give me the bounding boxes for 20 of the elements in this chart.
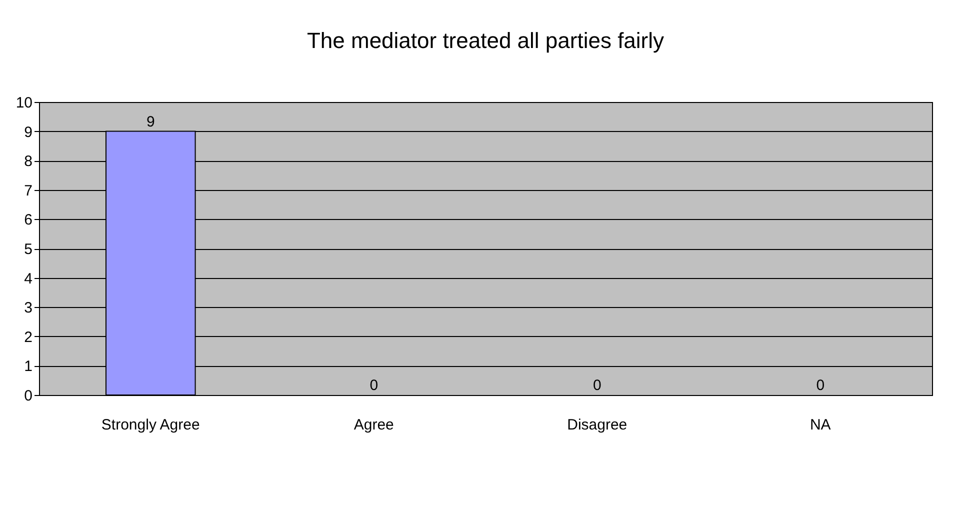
y-tick-label: 6 — [24, 212, 32, 229]
x-tick-label: Agree — [354, 416, 394, 434]
x-tick-label: Disagree — [567, 416, 628, 434]
data-label: 0 — [370, 377, 378, 394]
chart-title: The mediator treated all parties fairly — [306, 28, 664, 53]
x-tick-label: Strongly Agree — [101, 416, 200, 434]
y-tick-label: 10 — [16, 94, 32, 112]
y-tick-label: 5 — [24, 241, 32, 258]
data-label: 9 — [146, 113, 155, 130]
y-tick-label: 3 — [24, 300, 32, 317]
x-tick-label: NA — [810, 416, 831, 434]
y-tick-label: 2 — [24, 328, 32, 346]
y-tick-label: 4 — [24, 270, 32, 288]
data-label: 0 — [592, 377, 602, 394]
y-tick-label: 8 — [24, 153, 32, 170]
y-tick-label: 1 — [24, 358, 32, 376]
y-tick-label: 7 — [24, 182, 32, 200]
y-tick-label: 9 — [24, 124, 32, 141]
y-tick-label: 0 — [24, 388, 32, 404]
data-label: 0 — [816, 377, 825, 394]
